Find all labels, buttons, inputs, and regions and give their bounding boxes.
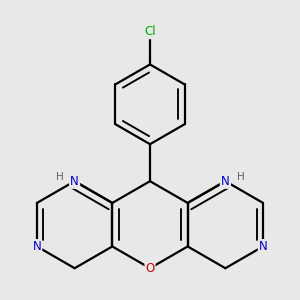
Text: H: H — [56, 172, 63, 182]
Text: N: N — [259, 240, 267, 253]
Text: N: N — [33, 240, 41, 253]
Text: Cl: Cl — [144, 25, 156, 38]
Text: O: O — [221, 175, 230, 188]
Text: N: N — [221, 175, 230, 188]
Text: N: N — [70, 175, 79, 188]
Text: O: O — [146, 262, 154, 275]
Text: H: H — [237, 172, 244, 182]
Text: O: O — [70, 175, 79, 188]
